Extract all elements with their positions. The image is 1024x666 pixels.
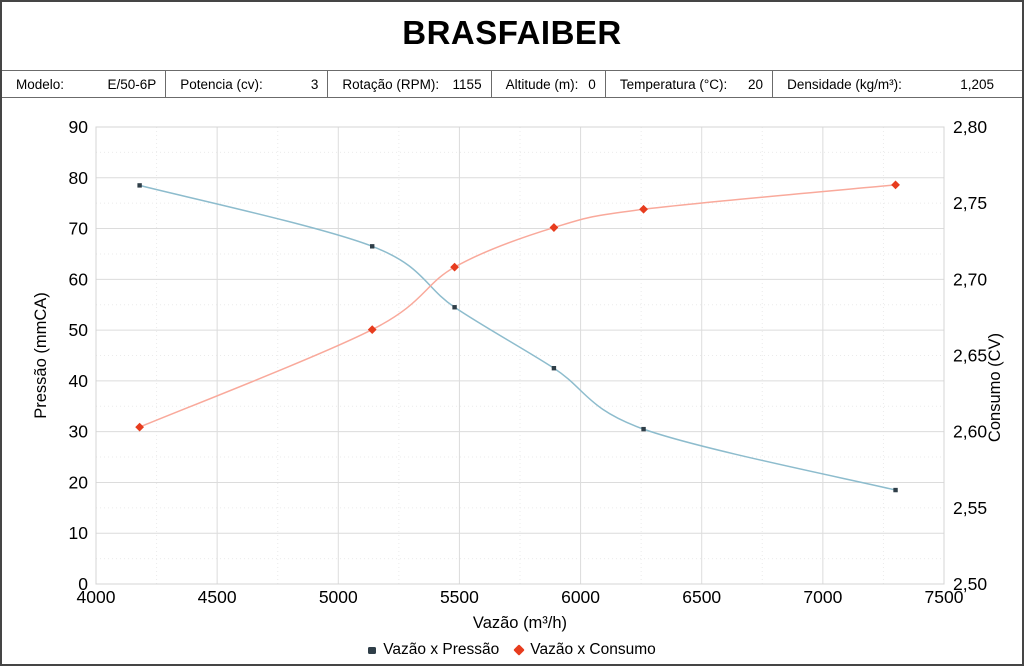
param-cell: Modelo: E/50-6P [2,71,167,97]
series-line-pressao [139,184,896,491]
param-value: 1,205 [960,76,994,92]
data-point-diamond [135,422,145,432]
page-title: BRASFAIBER [2,2,1022,71]
param-label: Densidade (kg/m³): [787,76,902,92]
left-axis-tick-label: 60 [69,269,89,289]
square-marker-icon [368,646,377,654]
x-axis-tick-label: 5500 [440,587,479,607]
param-value: 3 [310,76,319,92]
param-value: E/50-6P [107,76,157,92]
data-point-diamond [450,262,459,272]
data-point-square [893,487,898,493]
left-axis-tick-label: 50 [69,320,89,340]
left-axis-tick-label: 70 [69,219,89,239]
param-cell: Densidade (kg/m³): 1,205 [773,71,1022,97]
x-axis-tick-label: 7000 [803,587,842,607]
left-axis-tick-label: 0 [78,574,88,594]
right-axis-tick-label: 2,55 [953,498,987,518]
param-value: 0 [588,76,596,92]
data-point-square [452,305,457,310]
data-point-diamond [367,325,377,335]
param-label: Modelo: [16,76,65,92]
left-axis-tick-label: 20 [69,472,89,492]
series-line-consumo [139,184,896,428]
right-axis-tick-label: 2,50 [953,574,987,594]
param-label: Potencia (cv): [180,76,263,92]
param-cell: Potencia (cv): 3 [166,71,329,97]
parameters-row: Modelo: E/50-6P Potencia (cv): 3 Rotação (RP… [2,71,1022,98]
right-axis-title: Consumo (CV) [986,333,1004,442]
data-point-square [641,426,646,432]
left-axis-title: Pressão (mmCA) [32,292,50,419]
left-axis-tick-label: 80 [69,168,89,188]
right-axis-tick-label: 2,75 [953,193,987,213]
x-axis-tick-label: 5000 [319,587,358,607]
data-point-square [370,244,375,249]
chart-canvas: 0 10 20 30 40 50 60 70 80 90 2,50 2,55 2,60 2,65 2,70 2… [32,117,1004,632]
left-axis-tick-label: 10 [69,523,89,543]
param-cell: Temperatura (°C): 20 [606,71,774,97]
diamond-marker-icon [513,644,525,656]
plot-border [95,126,945,585]
data-point-diamond [639,204,648,214]
data-point-square [137,183,142,188]
legend-label-pressao: Vazão x Pressão [383,641,500,658]
data-point-diamond [549,223,559,232]
param-value: 1155 [452,76,482,92]
right-axis-tick-label: 2,70 [953,269,987,289]
x-axis-tick-label: 4500 [198,587,237,607]
legend-label-consumo: Vazão x Consumo [530,641,656,658]
data-point-diamond [891,180,900,190]
x-axis-tick-label: 7500 [925,587,964,607]
legend-item-pressao: Vazão x Pressão [368,641,499,659]
data-point-square [551,365,557,371]
left-axis-tick-label: 30 [69,422,89,442]
param-cell: Rotação (RPM): 1155 [328,71,492,97]
left-axis-tick-label: 90 [69,117,89,137]
right-axis-tick-label: 2,60 [953,422,987,442]
param-cell: Altitude (m): 0 [492,71,606,97]
param-value: 20 [748,76,764,92]
chart-legend: Vazão x Pressão Vazão x Consumo [2,641,1022,659]
x-axis-title: Vazão (m³/h) [473,614,567,632]
legend-item-consumo: Vazão x Consumo [513,641,656,659]
param-label: Rotação (RPM): [342,76,440,92]
param-label: Altitude (m): [505,76,579,92]
right-axis-tick-label: 2,80 [953,117,987,137]
left-axis-tick-label: 40 [69,371,89,391]
right-axis-tick-label: 2,65 [953,346,987,366]
param-label: Temperatura (°C): [619,76,728,92]
x-axis-tick-label: 6000 [561,587,600,607]
x-axis-tick-label: 6500 [682,587,721,607]
x-axis-tick-label: 4000 [77,587,116,607]
chart-area: 0 10 20 30 40 50 60 70 80 90 2,50 2,55 2,60 2,65 2,70 2… [2,98,1022,664]
